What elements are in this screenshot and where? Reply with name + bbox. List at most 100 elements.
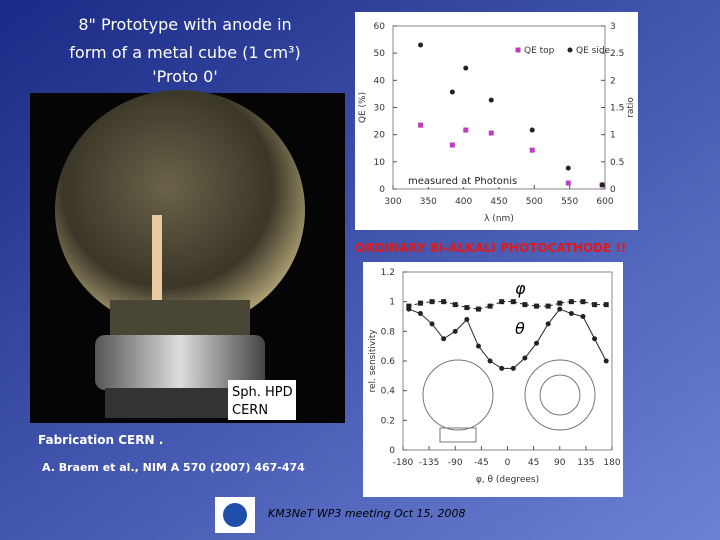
marker (580, 299, 586, 305)
x-tick-label: 0 (505, 458, 511, 468)
marker (441, 336, 447, 342)
marker (475, 306, 481, 312)
marker (487, 303, 493, 309)
marker (568, 311, 574, 317)
marker (510, 299, 516, 305)
annotation-bg (406, 173, 508, 187)
series-label: φ (515, 279, 526, 298)
marker (529, 147, 535, 153)
y-tick-label: 30 (374, 104, 386, 114)
marker (565, 180, 571, 186)
y-tick-label: 0 (389, 446, 395, 456)
y-tick-label: 0 (379, 185, 385, 195)
marker (557, 300, 563, 306)
title-line: 'Proto 0' (152, 67, 218, 86)
marker (592, 336, 598, 342)
marker (418, 42, 424, 48)
marker (417, 300, 423, 306)
y-tick-label: 10 (374, 158, 386, 168)
marker (417, 311, 423, 317)
chart-panel (355, 12, 638, 230)
x-tick-label: 600 (596, 197, 613, 207)
series-label: θ (515, 319, 525, 338)
x-tick-label: -135 (419, 458, 439, 468)
photo-label: CERN (232, 403, 268, 418)
marker (580, 314, 586, 319)
y2-tick-label: 1 (610, 131, 616, 141)
marker (429, 299, 435, 305)
marker (522, 302, 528, 308)
x-tick-label: -45 (474, 458, 489, 468)
marker (488, 97, 494, 103)
y2-tick-label: 0.5 (610, 158, 624, 168)
marker (599, 182, 605, 188)
marker (464, 305, 470, 311)
marker (592, 302, 598, 308)
marker (603, 302, 609, 308)
x-tick-label: 135 (577, 458, 594, 468)
marker (499, 299, 505, 305)
marker (452, 328, 458, 334)
marker (406, 303, 412, 309)
logo-mark (223, 503, 247, 527)
x-tick-label: 400 (455, 197, 472, 207)
x-tick-label: 300 (384, 197, 401, 207)
marker (464, 316, 470, 322)
x-tick-label: 450 (490, 197, 507, 207)
marker (499, 365, 505, 371)
title-line: 8" Prototype with anode in (78, 15, 291, 34)
marker (475, 343, 481, 349)
y-axis-label: rel. sensitivity (368, 329, 378, 393)
y-tick-label: 20 (374, 131, 386, 141)
photo-label: Sph. HPD (232, 385, 293, 400)
banner: ORDINARY BI-ALKALI PHOTOCATHODE !! (355, 241, 626, 255)
x-tick-label: 550 (561, 197, 578, 207)
marker (449, 142, 455, 148)
fabrication: Fabrication CERN . (38, 433, 163, 447)
marker (565, 165, 571, 171)
marker (522, 355, 528, 361)
marker (545, 303, 551, 309)
footer: KM3NeT WP3 meeting Oct 15, 2008 (268, 507, 466, 520)
marker (429, 321, 435, 327)
y2-tick-label: 1.5 (610, 104, 624, 114)
y2-tick-label: 3 (610, 22, 616, 32)
y-tick-label: 1.2 (381, 268, 395, 278)
marker (452, 302, 458, 308)
marker (534, 340, 540, 346)
y2-tick-label: 2.5 (610, 49, 624, 59)
marker (557, 306, 563, 312)
y-tick-label: 0.6 (381, 357, 396, 367)
marker (463, 65, 469, 71)
x-tick-label: 45 (528, 458, 539, 468)
x-tick-label: -90 (448, 458, 463, 468)
marker (603, 358, 609, 364)
y2-axis-label: ratio (626, 97, 636, 118)
x-tick-label: 350 (420, 197, 437, 207)
marker (534, 303, 540, 309)
marker (529, 127, 535, 133)
y-tick-label: 1 (389, 298, 395, 308)
marker (510, 365, 516, 371)
y2-tick-label: 0 (610, 185, 616, 195)
marker (568, 299, 574, 305)
legend-marker (515, 47, 521, 53)
marker (545, 321, 551, 327)
x-tick-label: -180 (393, 458, 414, 468)
x-axis-label: φ, θ (degrees) (476, 475, 539, 485)
y-axis-label: QE (%) (358, 92, 368, 123)
marker (441, 299, 447, 305)
reference: A. Braem et al., NIM A 570 (2007) 467-47… (42, 461, 305, 474)
x-axis-label: λ (nm) (484, 214, 514, 224)
x-tick-label: 180 (603, 458, 620, 468)
y2-tick-label: 2 (610, 76, 616, 86)
legend-label: QE top (524, 46, 555, 56)
photo: Sph. HPD CERN (30, 90, 345, 423)
legend-label: QE side (576, 46, 611, 56)
y-tick-label: 40 (374, 76, 386, 86)
x-tick-label: 90 (554, 458, 566, 468)
y-tick-label: 0.8 (381, 327, 396, 337)
legend-marker (567, 47, 573, 53)
title-line: form of a metal cube (1 cm³) (69, 43, 300, 62)
